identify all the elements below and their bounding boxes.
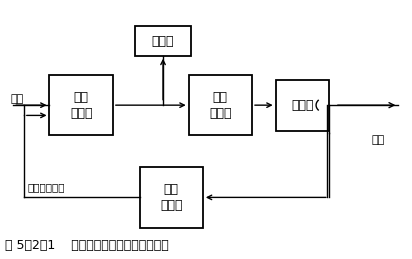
Bar (49, 75, 113, 135)
Text: 输出: 输出 (371, 135, 384, 145)
Text: 伺服
放大器: 伺服 放大器 (70, 91, 92, 120)
Bar (140, 167, 203, 227)
Bar (276, 80, 329, 131)
Bar (189, 75, 252, 135)
Bar (136, 26, 191, 56)
Text: 图 5－2－1    角行程执行机构的组成示意图: 图 5－2－1 角行程执行机构的组成示意图 (5, 240, 169, 253)
Text: 减速器: 减速器 (291, 99, 314, 112)
Text: 伺服
电动机: 伺服 电动机 (209, 91, 232, 120)
Text: 位置反馈信号: 位置反馈信号 (28, 182, 66, 192)
Text: 操纵器: 操纵器 (152, 35, 174, 48)
Text: 位置
发送器: 位置 发送器 (160, 183, 183, 212)
Text: 输入: 输入 (11, 94, 24, 104)
